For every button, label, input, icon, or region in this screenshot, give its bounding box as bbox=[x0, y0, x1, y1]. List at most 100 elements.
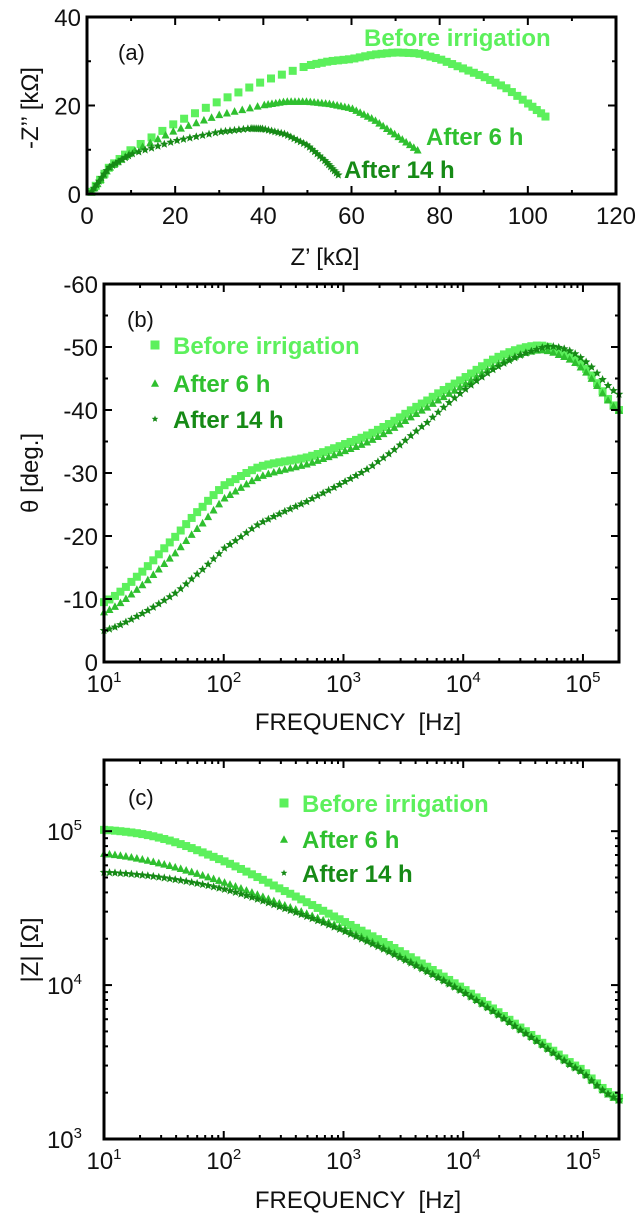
data-point bbox=[127, 869, 136, 878]
data-point bbox=[245, 103, 254, 112]
data-point bbox=[143, 575, 152, 584]
data-point bbox=[234, 125, 244, 134]
data-point bbox=[341, 918, 350, 927]
data-point bbox=[401, 435, 410, 444]
data-point bbox=[384, 947, 394, 956]
data-point bbox=[306, 60, 315, 69]
data-point bbox=[379, 453, 388, 462]
data-point bbox=[434, 395, 443, 404]
data-point bbox=[554, 350, 563, 358]
data-point bbox=[110, 826, 119, 835]
data-point bbox=[382, 49, 391, 58]
data-point bbox=[598, 388, 607, 397]
data-point bbox=[362, 431, 371, 440]
data-point bbox=[341, 446, 350, 455]
x-tick-label: 20 bbox=[162, 203, 189, 230]
data-point bbox=[368, 932, 377, 941]
data-point bbox=[160, 544, 169, 553]
data-point bbox=[488, 1006, 498, 1015]
panel-c-xlabel: FREQUENCY [Hz] bbox=[255, 1187, 461, 1214]
data-point bbox=[253, 473, 262, 482]
data-point bbox=[335, 924, 344, 933]
data-point bbox=[245, 83, 254, 92]
data-point bbox=[346, 474, 355, 483]
data-point bbox=[225, 886, 235, 895]
data-point bbox=[527, 342, 536, 351]
data-point bbox=[286, 504, 295, 513]
data-point bbox=[379, 121, 388, 130]
data-point bbox=[121, 153, 130, 162]
y-tick-label: 0 bbox=[85, 650, 98, 677]
data-point bbox=[105, 162, 114, 171]
data-point bbox=[117, 155, 127, 164]
data-point bbox=[308, 901, 317, 910]
data-point bbox=[143, 831, 152, 840]
panel-c-label: (c) bbox=[128, 785, 154, 810]
data-point bbox=[201, 103, 210, 112]
data-point bbox=[461, 384, 470, 393]
data-point bbox=[280, 506, 290, 516]
data-point bbox=[215, 855, 224, 864]
data-point bbox=[494, 1010, 503, 1019]
data-point bbox=[236, 483, 245, 491]
data-point bbox=[328, 56, 337, 65]
data-point bbox=[372, 50, 381, 59]
data-point bbox=[483, 358, 492, 367]
x-tick-label: 105 bbox=[565, 669, 600, 698]
data-point bbox=[488, 365, 498, 374]
data-point bbox=[127, 852, 136, 861]
data-point bbox=[242, 886, 251, 894]
data-point bbox=[313, 449, 322, 458]
data-point bbox=[518, 95, 527, 104]
data-point bbox=[170, 588, 180, 597]
data-point bbox=[160, 873, 169, 882]
data-point bbox=[226, 490, 235, 499]
data-point bbox=[165, 553, 174, 562]
data-point bbox=[491, 78, 500, 87]
data-point bbox=[138, 609, 147, 618]
panel-c-legend-marker-6h bbox=[280, 835, 288, 843]
x-tick-label: 102 bbox=[206, 1146, 241, 1175]
data-point bbox=[193, 508, 202, 517]
data-point bbox=[423, 402, 432, 411]
triangle-marker-icon bbox=[151, 379, 159, 387]
data-point bbox=[291, 502, 300, 511]
data-point bbox=[169, 120, 178, 129]
x-tick-label: 60 bbox=[338, 203, 365, 230]
data-point bbox=[239, 124, 248, 133]
data-point bbox=[216, 127, 226, 136]
panel-b-legend-6h: After 6 h bbox=[173, 371, 270, 398]
data-point bbox=[198, 518, 207, 527]
data-point bbox=[181, 876, 191, 885]
data-point bbox=[204, 129, 214, 138]
data-point bbox=[373, 425, 382, 434]
data-point bbox=[570, 1063, 580, 1072]
data-point bbox=[505, 348, 514, 357]
data-point bbox=[521, 1029, 531, 1038]
data-point bbox=[410, 49, 419, 58]
data-point bbox=[598, 1085, 607, 1094]
data-point bbox=[165, 836, 174, 845]
data-point bbox=[334, 170, 343, 179]
data-point bbox=[302, 453, 311, 462]
data-point bbox=[226, 859, 235, 868]
x-tick-label: 104 bbox=[446, 1146, 481, 1175]
data-point bbox=[373, 942, 383, 951]
data-point bbox=[477, 999, 487, 1008]
data-point bbox=[176, 124, 185, 132]
data-point bbox=[264, 460, 273, 469]
data-point bbox=[450, 393, 459, 402]
data-point bbox=[143, 856, 152, 864]
data-point bbox=[102, 166, 111, 175]
data-point bbox=[549, 1048, 558, 1057]
data-point bbox=[176, 864, 185, 872]
x-tick-label: 40 bbox=[250, 203, 277, 230]
data-point bbox=[335, 915, 344, 924]
data-point bbox=[149, 857, 158, 866]
data-point bbox=[242, 479, 251, 488]
data-point bbox=[280, 457, 289, 466]
data-point bbox=[149, 602, 158, 611]
data-point bbox=[401, 955, 410, 964]
data-point bbox=[382, 124, 391, 133]
